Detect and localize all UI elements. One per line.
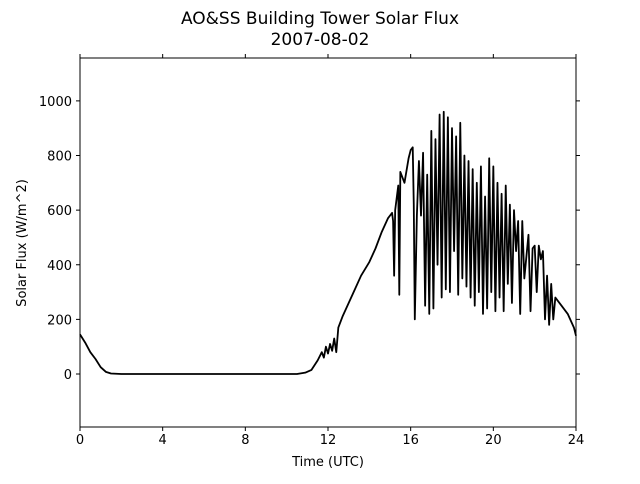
y-tick-label: 400: [47, 259, 72, 274]
x-tick-label: 8: [241, 433, 249, 448]
x-axis-label: Time (UTC): [291, 455, 364, 470]
y-tick-label: 600: [47, 204, 72, 219]
chart-subtitle: 2007-08-02: [271, 30, 370, 50]
y-axis-label: Solar Flux (W/m^2): [15, 179, 30, 307]
data-line: [79, 110, 577, 375]
x-tick-label: 12: [320, 433, 337, 448]
x-tick-label: 4: [159, 433, 167, 448]
x-tick-label: 20: [485, 433, 502, 448]
chart-title: AO&SS Building Tower Solar Flux: [181, 9, 459, 29]
y-tick-label: 1000: [39, 95, 72, 110]
x-tick-label: 0: [76, 433, 84, 448]
y-tick-label: 800: [47, 150, 72, 165]
y-tick-label: 200: [47, 313, 72, 328]
plot-frame: [79, 57, 577, 428]
x-tick-label: 16: [402, 433, 419, 448]
x-tick-label: 24: [568, 433, 585, 448]
y-tick-label: 0: [64, 368, 72, 383]
